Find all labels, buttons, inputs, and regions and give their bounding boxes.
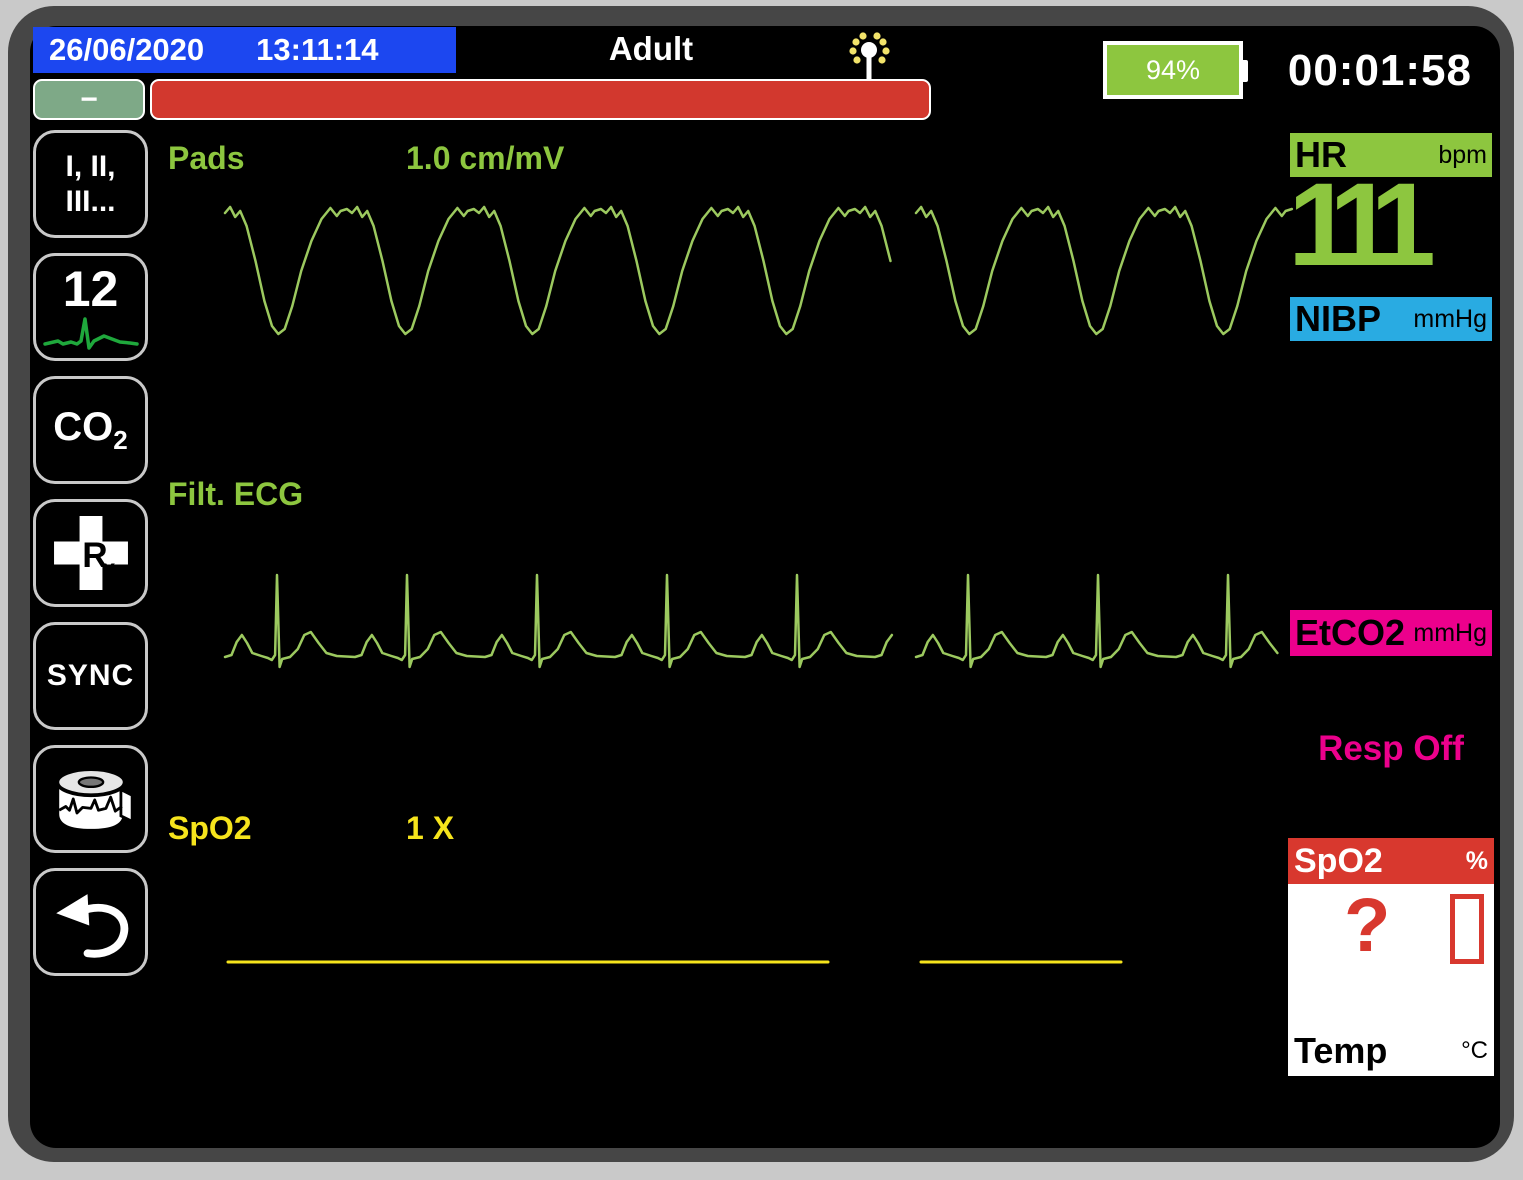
sidebar-item-medication[interactable]: R x [33,499,148,607]
hr-parameter-header[interactable]: HR bpm [1290,133,1492,177]
nibp-parameter-header[interactable]: NIBP mmHg [1290,297,1492,341]
spo2-signal-bar-icon [1450,894,1484,964]
etco2-label: EtCO2 [1295,612,1406,653]
sidebar-item-leads[interactable]: I, II, III... [33,130,148,238]
monitor-screen [30,26,1500,1148]
leads-label-line2: III... [65,185,116,218]
twelve-lead-label: 12 [62,261,119,317]
co2-subscript: 2 [113,424,128,455]
sidebar-item-12-lead[interactable]: 12 [33,253,148,361]
printer-roll-icon [54,767,134,833]
back-arrow-icon [55,894,128,958]
ecg-trace-icon [42,317,139,350]
minimize-alert-label: − [80,82,98,116]
etco2-unit: mmHg [1413,618,1487,647]
datetime-bar: 26/06/2020 13:11:14 [33,27,456,73]
spo2-trace-label: SpO2 [168,810,252,846]
hr-unit: bpm [1438,140,1487,169]
leads-label-line1: I, II, [65,149,116,183]
wireless-transmit-icon [849,32,890,86]
spo2-parameter-panel[interactable]: SpO2 % ? Temp °C [1288,838,1494,1076]
spo2-unit: % [1465,846,1488,875]
nibp-unit: mmHg [1413,304,1487,333]
sync-label: SYNC [46,659,135,692]
pads-scale-label: 1.0 cm/mV [406,140,565,176]
battery-icon: 94% [1103,41,1248,99]
sidebar-item-print[interactable] [33,745,148,853]
battery-percent-label: 94% [1145,54,1201,85]
temp-unit: °C [1461,1037,1488,1064]
time-label: 13:11:14 [256,32,379,67]
spo2-panel-header: SpO2 % [1288,838,1494,884]
filtered-ecg-label: Filt. ECG [168,476,304,512]
svg-text:R: R [82,536,107,575]
nibp-label: NIBP [1295,298,1382,339]
co2-label: CO [53,404,114,449]
alert-message-bar[interactable] [150,79,931,120]
spo2-label: SpO2 [1294,841,1383,880]
hr-value: 111 [1288,159,1436,291]
temp-parameter-row: Temp °C [1288,1030,1494,1072]
session-timer: 00:01:58 [1287,46,1472,95]
sidebar-item-sync[interactable]: SYNC [33,622,148,730]
date-label: 26/06/2020 [49,32,205,67]
minimize-alert-button[interactable]: − [33,79,145,120]
hr-label: HR [1295,134,1347,175]
sidebar-item-back[interactable] [33,868,148,976]
rx-cross-icon: R x [53,516,128,590]
spo2-scale-label: 1 X [406,810,455,846]
pads-trace-label: Pads [168,140,245,176]
etco2-parameter-header[interactable]: EtCO2 mmHg [1290,610,1492,656]
sidebar-item-co2[interactable]: CO2 [33,376,148,484]
resp-status-label: Resp Off [1318,729,1464,768]
temp-label: Temp [1294,1030,1388,1071]
patient-mode-label: Adult [608,30,694,67]
svg-text:x: x [102,555,115,581]
spo2-value: ? [1344,883,1391,968]
